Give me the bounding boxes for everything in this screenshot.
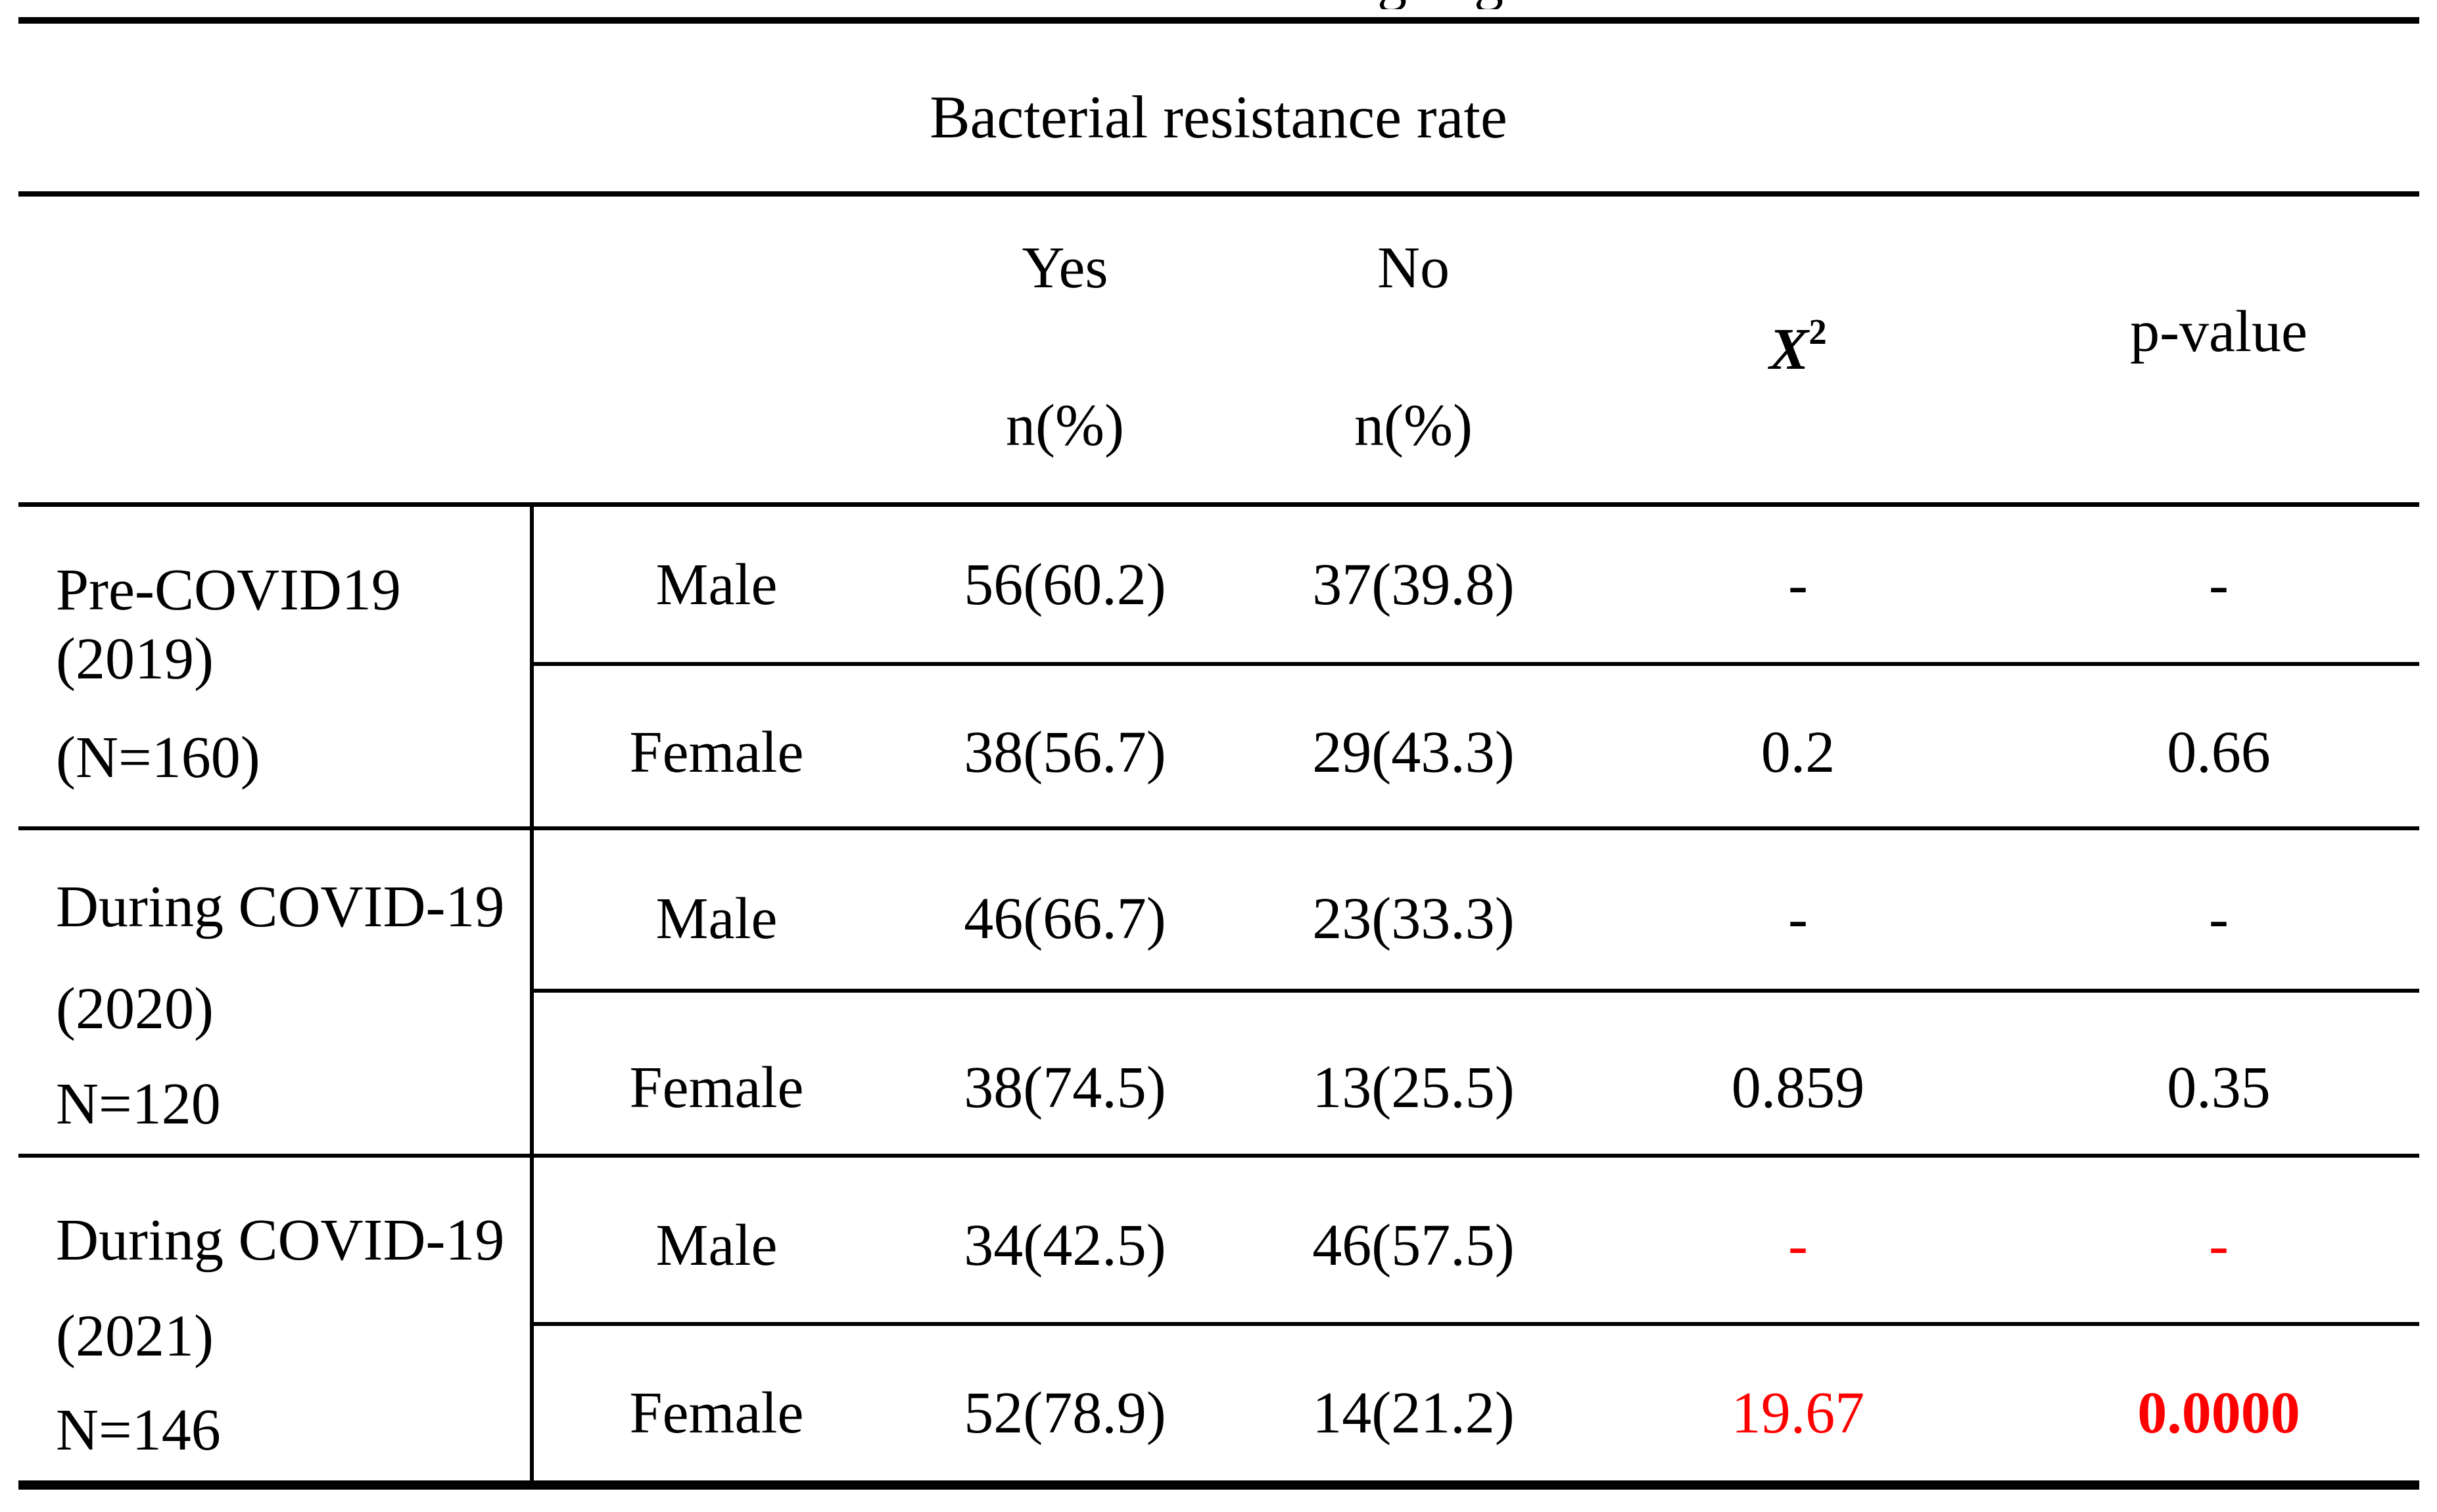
chi-superscript: 2 [1809, 312, 1827, 352]
period-label-line: During COVID-19 [56, 1208, 505, 1273]
value-yes: 38(74.5) [964, 1055, 1166, 1120]
clipped-text-fragment: g [1474, 0, 1503, 9]
value-yes: 34(42.5) [964, 1213, 1166, 1278]
value-chi-squared: 19.67 [1731, 1381, 1865, 1446]
value-no: 37(39.8) [1312, 552, 1515, 617]
value-p: 0.35 [2167, 1055, 2271, 1120]
period-label-line: N=120 [56, 1072, 221, 1137]
rule-group1-bottom [18, 826, 2419, 830]
gender-label: Male [655, 1213, 778, 1278]
clipped-text-fragment: g [1377, 0, 1407, 9]
rule-group2-gender-divider [530, 989, 2419, 993]
rule-below-title [18, 191, 2419, 197]
gender-label: Male [655, 552, 778, 617]
value-chi-squared: - [1788, 552, 1808, 617]
value-no: 29(43.3) [1312, 720, 1515, 785]
gender-label: Female [629, 1055, 804, 1120]
period-label-line: Pre-COVID19 [56, 557, 401, 623]
value-no: 14(21.2) [1312, 1381, 1515, 1446]
column-header-p-value: p-value [2130, 299, 2307, 364]
value-p: - [2209, 1213, 2229, 1278]
period-label-line: (2019) [56, 626, 214, 692]
rule-top [18, 17, 2419, 24]
value-no: 13(25.5) [1312, 1055, 1515, 1120]
column-subheader-yes-n-percent: n(%) [1006, 393, 1124, 458]
rule-group3-gender-divider [530, 1322, 2419, 1326]
value-yes: 52(78.9) [964, 1381, 1166, 1446]
period-label-line: During COVID-19 [56, 874, 505, 939]
value-p: - [2209, 886, 2229, 951]
value-no: 46(57.5) [1312, 1213, 1515, 1278]
gender-label: Female [629, 720, 804, 785]
value-chi-squared: - [1788, 1213, 1808, 1278]
gender-label: Male [655, 886, 778, 951]
period-label-line: (N=160) [56, 725, 260, 790]
rule-group1-gender-divider [530, 662, 2419, 666]
gender-label: Female [629, 1381, 804, 1446]
rule-bottom [18, 1480, 2419, 1490]
value-yes: 56(60.2) [964, 552, 1166, 617]
rule-below-header [18, 502, 2419, 507]
value-chi-squared: 0.859 [1731, 1055, 1865, 1120]
period-label-line: N=146 [56, 1398, 221, 1463]
value-no: 23(33.3) [1312, 886, 1515, 951]
rule-vertical-divider [530, 502, 534, 1490]
table-title: Bacterial resistance rate [930, 83, 1507, 151]
value-chi-squared: - [1788, 886, 1808, 951]
chi-symbol: Χ [1769, 317, 1809, 382]
column-header-chi-squared: Χ2 [1621, 279, 1976, 385]
value-p: - [2209, 552, 2229, 617]
period-label-line: (2020) [56, 976, 214, 1041]
value-yes: 38(56.7) [964, 720, 1166, 785]
period-label-line: (2021) [56, 1304, 214, 1369]
clipped-caption-fragments: g g [0, 0, 2437, 9]
column-header-yes: Yes [1022, 235, 1108, 300]
rule-group2-bottom [18, 1154, 2419, 1158]
value-yes: 46(66.7) [964, 886, 1166, 951]
column-header-no: No [1377, 235, 1450, 300]
value-p: 0.0000 [2137, 1381, 2300, 1446]
value-chi-squared: 0.2 [1761, 720, 1835, 785]
column-subheader-no-n-percent: n(%) [1354, 393, 1473, 458]
value-p: 0.66 [2167, 720, 2271, 785]
